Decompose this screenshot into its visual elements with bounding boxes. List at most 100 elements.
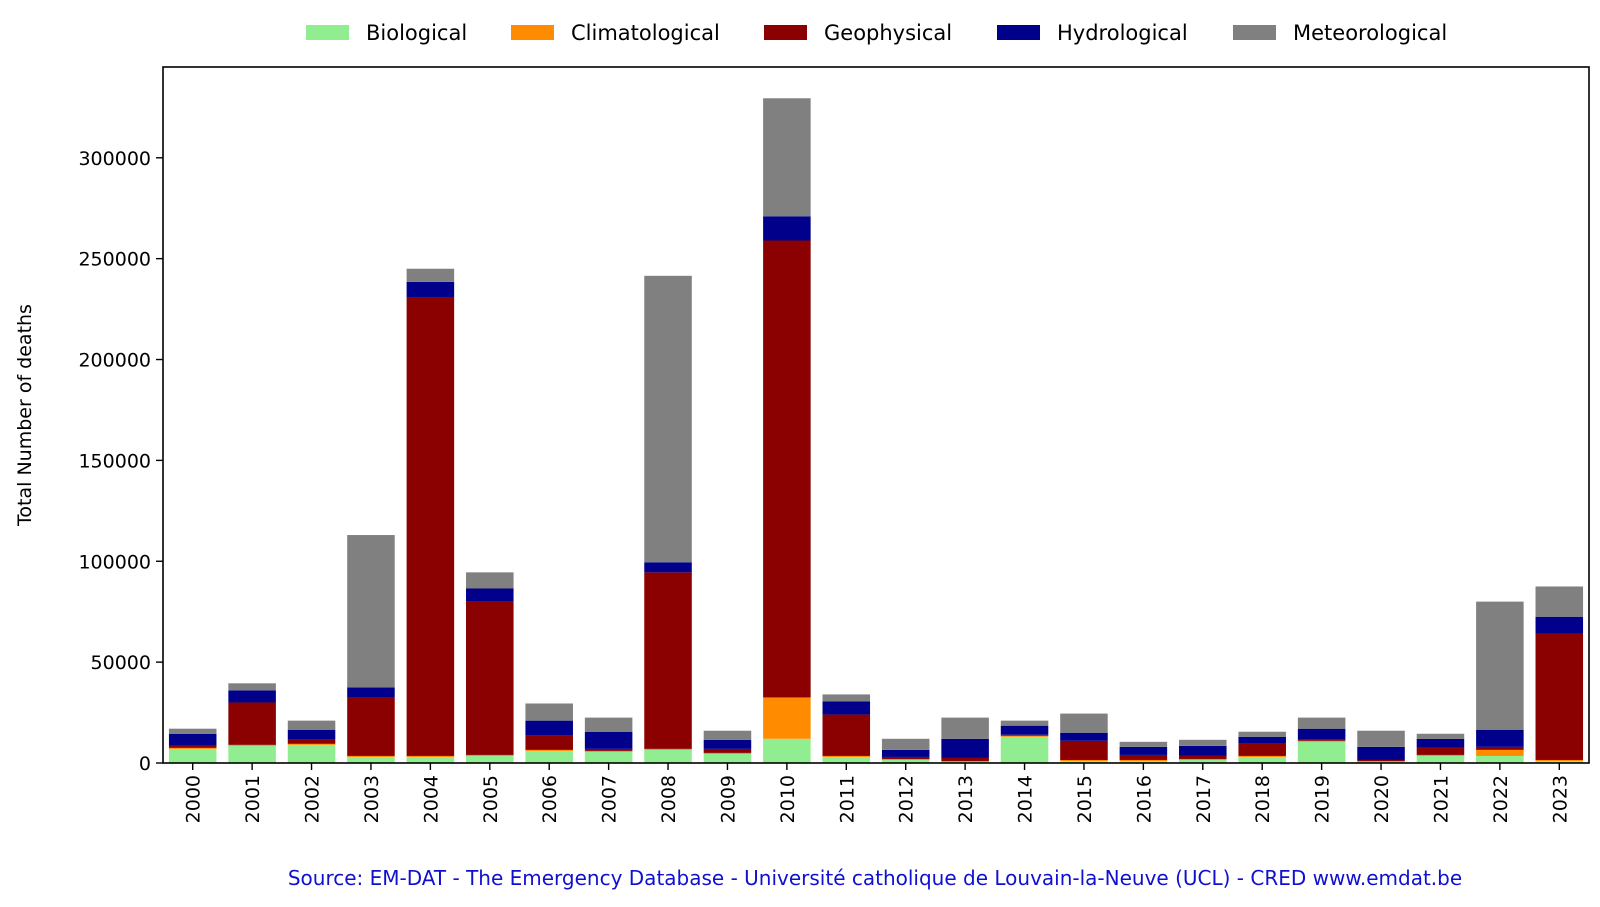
bar-segment-geophysical-2023 — [1535, 633, 1584, 760]
bar-segment-hydrological-2014 — [1000, 725, 1049, 735]
bar-segment-geophysical-2004 — [406, 296, 455, 756]
x-tick-label: 2023 — [1549, 775, 1571, 823]
bar-segment-meteorological-2017 — [1179, 739, 1227, 746]
bar-segment-meteorological-2016 — [1119, 741, 1168, 747]
x-tick-label: 2020 — [1371, 775, 1393, 823]
bar-segment-biological-2019 — [1297, 741, 1346, 763]
bar-segment-biological-2010 — [763, 738, 811, 763]
bar-segment-climatological-2012 — [881, 758, 930, 760]
bar-segment-biological-2002 — [287, 744, 336, 763]
x-tick-label: 2012 — [896, 775, 918, 823]
bar-segment-hydrological-2002 — [287, 729, 336, 740]
bar-segment-hydrological-2013 — [941, 738, 989, 758]
bar-segment-biological-2014 — [1000, 736, 1049, 763]
legend: Biological Climatological Geophysical Hydro… — [306, 21, 1447, 45]
x-tick-label: 2022 — [1490, 775, 1512, 823]
bar-segment-climatological-2015 — [1060, 759, 1108, 761]
bar-segment-climatological-2005 — [466, 754, 514, 756]
plot-area-frame — [162, 66, 1590, 764]
bar-segment-biological-2004 — [406, 756, 455, 763]
x-tick-label: 2009 — [717, 775, 739, 823]
legend-swatch-climatological — [511, 25, 554, 40]
bar-segment-climatological-2018 — [1238, 755, 1286, 757]
bar-segment-climatological-2006 — [525, 749, 573, 751]
bar-segment-meteorological-2003 — [347, 535, 395, 688]
bar-segment-climatological-2016 — [1119, 759, 1168, 761]
bar-segment-climatological-2011 — [822, 755, 871, 757]
bar-segment-climatological-2013 — [941, 760, 989, 762]
x-tick-label: 2015 — [1074, 775, 1096, 823]
bar-segment-climatological-2014 — [1000, 735, 1049, 737]
bar-segment-climatological-2008 — [644, 748, 692, 750]
bar-segment-hydrological-2001 — [228, 690, 276, 703]
bar-segment-biological-2015 — [1060, 760, 1108, 763]
bar-segment-biological-2001 — [228, 745, 276, 763]
bar-segment-biological-2021 — [1416, 755, 1465, 763]
x-tick-label: 2010 — [777, 775, 799, 823]
bar-segment-meteorological-2004 — [406, 268, 455, 282]
x-tick-label: 2008 — [658, 775, 680, 823]
bar-segment-hydrological-2018 — [1238, 736, 1286, 744]
bar-segment-geophysical-2005 — [466, 601, 514, 755]
legend-swatch-hydrological — [997, 25, 1040, 40]
bar-segment-meteorological-2012 — [881, 738, 930, 750]
bar-segment-geophysical-2016 — [1119, 754, 1168, 760]
bar-segment-geophysical-2001 — [228, 702, 276, 745]
x-tick-label: 2007 — [599, 775, 621, 823]
bar-segment-meteorological-2011 — [822, 694, 871, 702]
x-tick-label: 2000 — [183, 775, 205, 823]
bar-segment-geophysical-2002 — [287, 739, 336, 744]
x-tick-label: 2001 — [242, 775, 264, 823]
x-tick-label: 2018 — [1252, 775, 1274, 823]
bar-segment-hydrological-2005 — [466, 588, 514, 602]
legend-swatch-meteorological — [1233, 25, 1276, 40]
bar-segment-meteorological-2002 — [287, 720, 336, 730]
bar-segment-climatological-2009 — [703, 752, 752, 754]
bar-segment-geophysical-2021 — [1416, 747, 1465, 755]
bar-segment-hydrological-2022 — [1476, 729, 1524, 747]
bar-segment-biological-2008 — [644, 749, 692, 763]
bar-segment-climatological-2001 — [228, 744, 276, 746]
x-tick-label: 2014 — [1015, 775, 1037, 823]
bar-segment-meteorological-2009 — [703, 730, 752, 740]
bar-segment-hydrological-2011 — [822, 701, 871, 715]
bar-segment-meteorological-2020 — [1357, 730, 1405, 747]
bar-segment-biological-2007 — [584, 751, 633, 763]
bar-segment-climatological-2020 — [1357, 760, 1405, 762]
bar-segment-hydrological-2016 — [1119, 746, 1168, 755]
bar-segment-biological-2011 — [822, 756, 871, 763]
legend-swatch-geophysical — [764, 25, 807, 40]
legend-label-biological: Biological — [366, 21, 467, 45]
bar-segment-meteorological-2023 — [1535, 586, 1584, 617]
x-tick-label: 2002 — [302, 775, 324, 823]
bar-segment-hydrological-2010 — [763, 216, 811, 241]
bar-segment-geophysical-2003 — [347, 697, 395, 756]
bar-segment-geophysical-2008 — [644, 572, 692, 749]
x-tick-label: 2016 — [1133, 775, 1155, 823]
bar-segment-climatological-2003 — [347, 755, 395, 757]
bar-segment-hydrological-2003 — [347, 687, 395, 698]
x-tick-label: 2005 — [480, 775, 502, 823]
y-tick-label: 250000 — [78, 249, 151, 271]
y-tick-label: 300000 — [78, 148, 151, 170]
y-tick-label: 200000 — [78, 350, 151, 372]
x-tick-label: 2013 — [955, 775, 977, 823]
x-tick-label: 2021 — [1430, 775, 1452, 823]
bar-segment-hydrological-2017 — [1179, 745, 1227, 756]
y-tick-label: 100000 — [78, 551, 151, 573]
legend-swatch-biological — [306, 25, 349, 40]
x-tick-label: 2019 — [1312, 775, 1334, 823]
y-axis: 0 50000 100000 150000 200000 250000 300000 — [78, 148, 163, 775]
bar-segment-biological-2000 — [168, 748, 217, 763]
bar-segment-hydrological-2019 — [1297, 728, 1346, 740]
bar-segment-meteorological-2014 — [1000, 720, 1049, 726]
bar-segment-biological-2006 — [525, 750, 573, 763]
legend-label-hydrological: Hydrological — [1057, 21, 1188, 45]
bar-segment-geophysical-2018 — [1238, 743, 1286, 756]
bar-segment-hydrological-2020 — [1357, 746, 1405, 760]
bar-segment-geophysical-2014 — [1000, 734, 1049, 736]
bar-segment-hydrological-2007 — [584, 731, 633, 749]
bar-segment-meteorological-2000 — [168, 728, 217, 734]
bar-segment-biological-2012 — [881, 759, 930, 763]
